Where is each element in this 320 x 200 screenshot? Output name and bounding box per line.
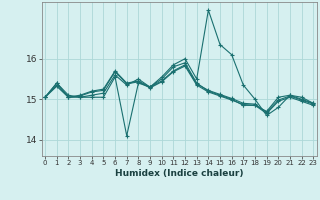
X-axis label: Humidex (Indice chaleur): Humidex (Indice chaleur) — [115, 169, 244, 178]
